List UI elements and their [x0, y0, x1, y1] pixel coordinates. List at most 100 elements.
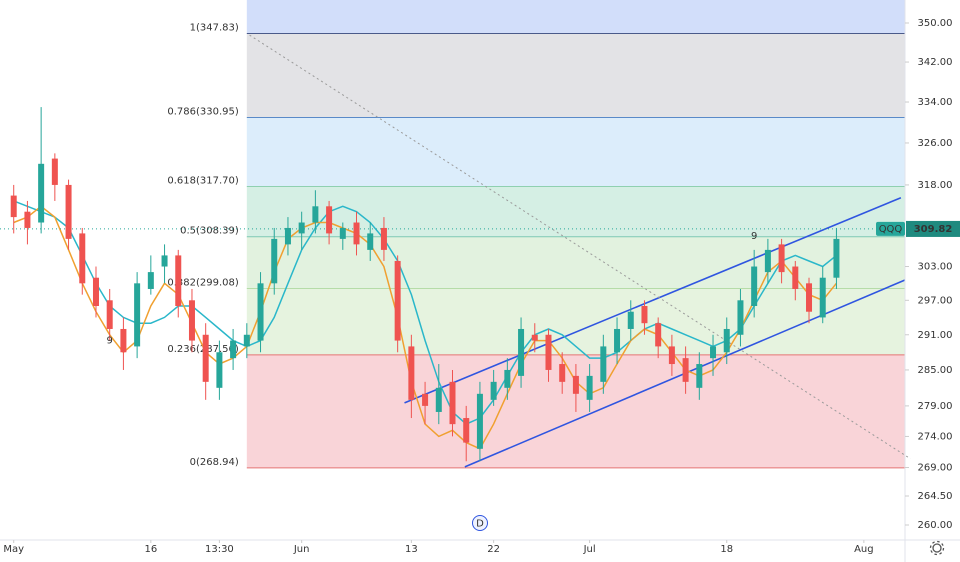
fib-label: 0(268.94)	[190, 457, 239, 468]
candle-body	[806, 283, 813, 312]
candle-body	[655, 323, 662, 347]
y-tick-label: 350.00	[918, 18, 953, 29]
candle-body	[92, 277, 99, 306]
candle-body	[380, 227, 387, 250]
candle-body	[518, 328, 525, 376]
candle-body	[819, 277, 826, 318]
candle-body	[10, 195, 17, 218]
candle-body	[394, 260, 401, 341]
y-tick-label: 318.00	[918, 180, 953, 191]
session-marker: D	[476, 519, 484, 530]
fib-band	[246, 117, 905, 187]
y-tick-label: 285.00	[918, 365, 953, 376]
candle-body	[476, 393, 483, 449]
gear[interactable]	[932, 543, 942, 553]
trend-line	[249, 34, 911, 460]
y-tick-label: 279.00	[918, 401, 953, 412]
y-tick-label: 297.00	[918, 295, 953, 306]
y-tick-label: 264.50	[918, 491, 953, 502]
candle-body	[737, 300, 744, 335]
candle-body	[668, 346, 675, 365]
candle-body	[696, 364, 703, 388]
annotation: 9	[751, 231, 757, 242]
session-marker-circle	[472, 515, 488, 531]
candle-body	[243, 334, 250, 347]
candle-body	[230, 340, 237, 359]
candle-body	[79, 233, 86, 284]
fib-band	[246, 33, 905, 118]
candle-body	[504, 369, 511, 388]
candle-body	[422, 393, 429, 406]
candle-body	[38, 163, 45, 223]
candle-body	[641, 305, 648, 324]
y-tick-label: 326.00	[918, 138, 953, 149]
y-tick-label: 274.00	[918, 431, 953, 442]
last-price-box	[906, 220, 960, 237]
fib-band	[246, 236, 905, 289]
candle-body	[490, 381, 497, 400]
fib-band	[246, 0, 905, 34]
fib-label: 0.5(308.39)	[180, 226, 239, 237]
candle-body	[723, 328, 730, 353]
x-tick-label: 18	[720, 544, 733, 555]
candle-body	[257, 283, 264, 341]
candle-body	[408, 346, 415, 400]
candle-body	[449, 381, 456, 425]
candle-body	[65, 184, 72, 239]
candle-body	[367, 233, 374, 250]
settings-icon[interactable]	[929, 540, 945, 556]
candle-body	[120, 328, 127, 353]
fib-label: 1(347.83)	[190, 23, 239, 34]
candle-body	[545, 334, 552, 370]
symbol-label: QQQ	[879, 224, 903, 235]
candle-body	[833, 238, 840, 278]
candle-body	[175, 255, 182, 306]
candle-body	[572, 375, 579, 394]
x-tick-label: 22	[487, 544, 500, 555]
fib-label: 0.786(330.95)	[167, 107, 239, 118]
candle-body	[435, 387, 442, 412]
candle-body	[778, 244, 785, 273]
candle-body	[627, 311, 634, 329]
candle-body	[559, 364, 566, 382]
candle-body	[284, 227, 291, 245]
candle-body	[106, 300, 113, 329]
candle-body	[326, 206, 333, 234]
candle-body	[134, 283, 141, 347]
x-tick-label: May	[3, 544, 24, 555]
fib-bands: 1(347.83) 0.786(330.95) 0.618(317.70) 0.5(3…	[167, 0, 905, 469]
candle-body	[147, 272, 154, 289]
candle-body	[339, 227, 346, 239]
fib-label: 0.618(317.70)	[167, 176, 239, 187]
gear-teeth[interactable]	[929, 540, 945, 556]
candle-body	[614, 328, 621, 353]
x-tick-label: 13:30	[205, 544, 234, 555]
annotation: 9	[107, 336, 113, 347]
y-tick-label: 342.00	[918, 57, 953, 68]
candle-body	[161, 255, 168, 267]
x-tick-label: Jun	[293, 544, 310, 555]
y-tick-label: 260.00	[918, 520, 953, 531]
candle-body	[298, 222, 305, 234]
x-tick-label: 16	[144, 544, 157, 555]
candle-body	[24, 211, 31, 228]
y-tick-label: 334.00	[918, 97, 953, 108]
candle-body	[463, 418, 470, 443]
trend-line	[404, 196, 902, 404]
candle-body	[531, 334, 538, 341]
x-tick-label: Jul	[583, 544, 596, 555]
candle-body	[764, 249, 771, 273]
candle-body	[682, 358, 689, 382]
indicator-line	[13, 200, 837, 425]
x-tick-label: 13	[405, 544, 418, 555]
plot: 9 9 D	[0, 34, 911, 531]
candle-body	[202, 334, 209, 382]
symbol-box	[876, 221, 905, 236]
y-tick-label: 269.00	[918, 463, 953, 474]
y-tick-label: 291.00	[918, 330, 953, 341]
candle-body	[600, 346, 607, 382]
x-tick-label: Aug	[854, 544, 874, 555]
candle-body	[51, 158, 58, 185]
fib-label: 0.382(299.08)	[167, 278, 239, 289]
